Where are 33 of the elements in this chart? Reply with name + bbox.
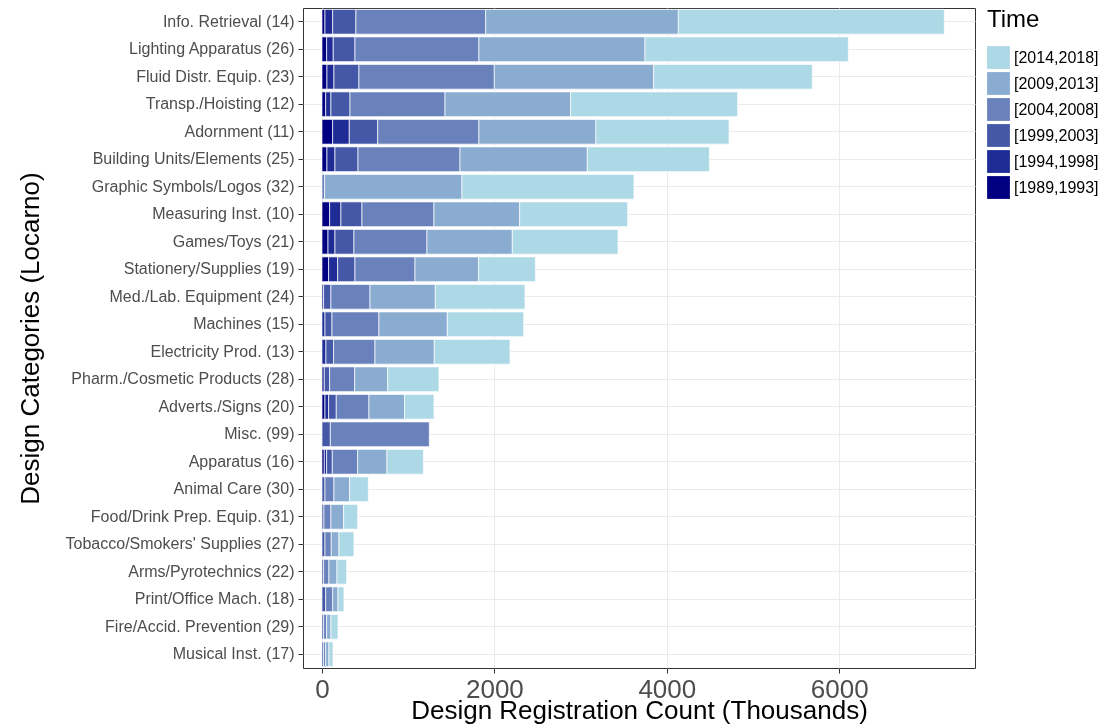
y-tick-label: Building Units/Elements (25) — [92, 150, 295, 168]
y-tick-label: Graphic Symbols/Logos (32) — [91, 177, 295, 195]
y-tick-label: Musical Inst. (17) — [172, 645, 295, 663]
y-tick-label: Adornment (11) — [184, 122, 295, 140]
y-tick-label: Animal Care (30) — [173, 480, 295, 498]
legend-label: [2009,2013] — [1014, 74, 1099, 92]
y-tick-label: Machines (15) — [193, 315, 295, 333]
y-tick-label: Stationery/Supplies (19) — [123, 260, 295, 278]
y-tick-label: Print/Office Mach. (18) — [134, 590, 295, 608]
y-tick-label: Apparatus (16) — [188, 452, 295, 470]
y-tick-label: Food/Drink Prep. Equip. (31) — [90, 507, 295, 525]
legend-label: [1989,1993] — [1014, 178, 1099, 196]
legend-label: [1994,1998] — [1014, 152, 1099, 170]
legend-title: Time — [987, 5, 1040, 32]
y-tick-label: Arms/Pyrotechnics (22) — [128, 562, 295, 580]
y-tick-label: Fluid Distr. Equip. (23) — [136, 67, 295, 85]
y-tick-label: Lighting Apparatus (26) — [129, 40, 295, 58]
y-tick-label: Info. Retrieval (14) — [162, 12, 295, 30]
legend-label: [1999,2003] — [1014, 126, 1099, 144]
y-tick-label: Misc. (99) — [224, 425, 295, 443]
y-tick-label: Games/Toys (21) — [172, 232, 295, 250]
y-tick-label: Fire/Accid. Prevention (29) — [105, 617, 295, 635]
y-tick-label: Electricity Prod. (13) — [150, 342, 295, 360]
legend-label: [2014,2018] — [1014, 48, 1099, 66]
y-tick-label: Pharm./Cosmetic Products (28) — [71, 370, 295, 388]
y-tick-label: Adverts./Signs (20) — [158, 397, 295, 415]
y-tick-label: Med./Lab. Equipment (24) — [109, 287, 295, 305]
y-axis-title: Design Categories (Locarno) — [14, 172, 45, 505]
x-tick-label: 0 — [315, 673, 330, 704]
y-tick-label: Transp./Hoisting (12) — [145, 95, 295, 113]
legend-label: [2004,2008] — [1014, 100, 1099, 118]
y-tick-label: Measuring Inst. (10) — [152, 205, 295, 223]
y-tick-label: Tobacco/Smokers' Supplies (27) — [65, 535, 295, 553]
